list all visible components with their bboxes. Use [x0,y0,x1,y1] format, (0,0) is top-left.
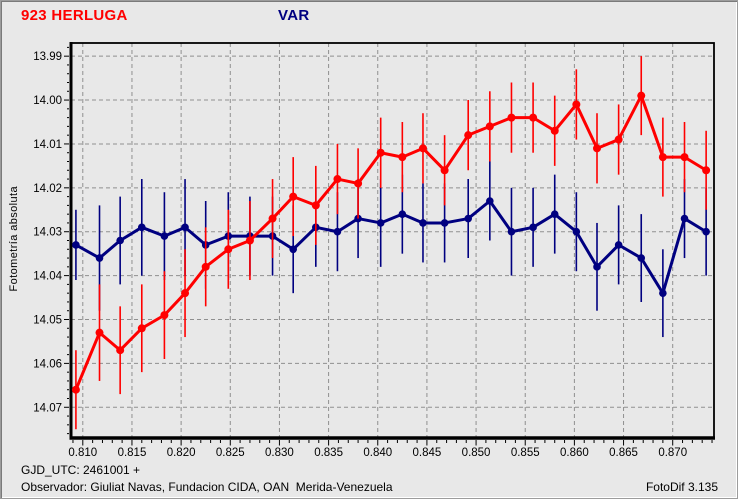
svg-text:0.870: 0.870 [658,447,687,459]
y-axis-ticks [64,46,69,435]
svg-text:14.03: 14.03 [33,227,62,239]
y-axis-tick-labels: 13.99 14.00 14.01 14.02 14.03 14.04 14.05 14.06… [33,51,62,414]
plot-frame [69,42,715,440]
gjd-utc-label: GJD_UTC: 2461001 + [21,463,141,477]
x-axis-ticks [72,440,713,446]
svg-text:0.855: 0.855 [511,447,540,459]
svg-text:14.00: 14.00 [33,95,62,107]
error-bars [75,56,707,430]
svg-text:0.815: 0.815 [118,447,147,459]
svg-text:14.07: 14.07 [33,402,62,414]
svg-text:0.835: 0.835 [314,447,343,459]
series-line [74,199,708,295]
svg-text:14.02: 14.02 [33,183,62,195]
plot-gridlines [71,43,714,438]
svg-text:14.01: 14.01 [33,139,62,151]
svg-text:13.99: 13.99 [33,51,62,63]
observer-label: Observador: Giuliat Navas, Fundacion CID… [21,480,393,494]
svg-text:14.06: 14.06 [33,358,62,370]
svg-text:0.865: 0.865 [609,447,638,459]
series-markers [72,197,710,297]
object-name-label: 923 HERLUGA [21,7,128,24]
svg-text:0.825: 0.825 [216,447,245,459]
svg-text:14.04: 14.04 [33,271,62,283]
series-line [74,94,708,392]
svg-text:0.830: 0.830 [265,447,294,459]
svg-text:0.845: 0.845 [413,447,442,459]
svg-text:0.840: 0.840 [363,447,392,459]
series-markers [71,91,711,394]
svg-text:0.850: 0.850 [462,447,491,459]
svg-text:0.810: 0.810 [68,447,97,459]
comparison-star-label: VAR [278,7,310,24]
svg-text:0.860: 0.860 [560,447,589,459]
svg-text:14.05: 14.05 [33,315,62,327]
svg-text:0.820: 0.820 [167,447,196,459]
software-version-label: FotoDif 3.135 [645,480,718,494]
series-923-herluga [71,56,711,430]
x-axis-tick-labels: 0.810 0.815 0.820 0.825 0.830 0.835 0.840 0.845… [68,447,687,459]
